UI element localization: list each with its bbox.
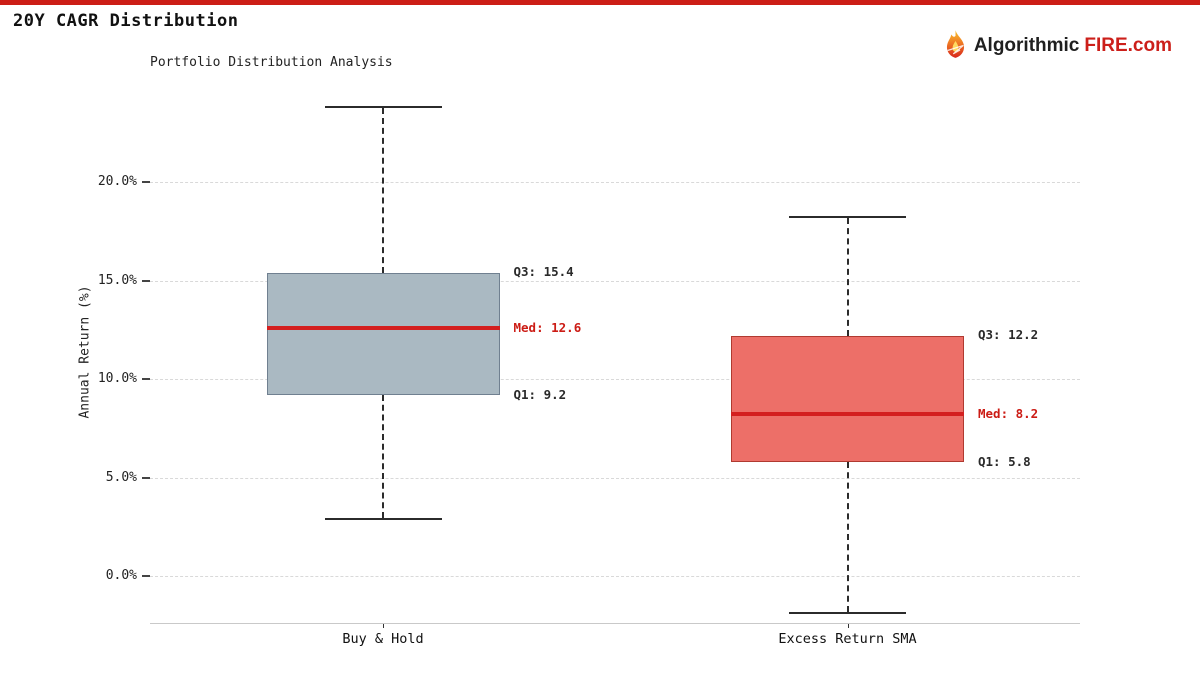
gridline bbox=[150, 182, 1080, 183]
whisker-cap-bottom bbox=[324, 517, 442, 520]
chart-title: Portfolio Distribution Analysis bbox=[150, 55, 393, 70]
iqr-box[interactable] bbox=[731, 335, 964, 462]
gridline bbox=[150, 477, 1080, 479]
page-title: 20Y CAGR Distribution bbox=[13, 11, 239, 31]
gridline bbox=[150, 379, 1080, 380]
x-tick-mark bbox=[383, 623, 384, 628]
whisker-line-top bbox=[846, 218, 849, 336]
y-tick-label: 5.0% bbox=[105, 469, 137, 485]
y-tick-label: 10.0% bbox=[97, 371, 137, 386]
category-label-excess-return-sma: Excess Return SMA bbox=[778, 631, 917, 647]
whisker-line-top bbox=[382, 108, 384, 273]
whisker-line-bottom bbox=[846, 461, 849, 613]
top-accent-bar bbox=[0, 0, 1200, 5]
brand-text-dark: Algorithmic bbox=[973, 35, 1080, 56]
y-tick-mark bbox=[142, 476, 150, 479]
x-tick-mark bbox=[847, 623, 849, 628]
median-annotation: Med: 12.6 bbox=[513, 319, 582, 335]
whisker-cap-top bbox=[324, 106, 442, 109]
y-tick-mark bbox=[142, 279, 150, 282]
median-annotation: Med: 8.2 bbox=[978, 406, 1039, 422]
brand-logo[interactable]: Algorithmic FIRE.com bbox=[942, 30, 1172, 62]
category-label-buy-and-hold: Buy & Hold bbox=[342, 631, 424, 647]
y-axis-title: Annual Return (%) bbox=[77, 285, 93, 419]
whisker-cap-bottom bbox=[789, 612, 906, 615]
whisker-cap-top bbox=[789, 216, 906, 219]
gridline bbox=[150, 576, 1080, 577]
q3-annotation: Q3: 12.2 bbox=[978, 326, 1039, 342]
y-tick-mark bbox=[142, 575, 150, 577]
y-tick-mark bbox=[142, 378, 150, 380]
q1-annotation: Q1: 9.2 bbox=[513, 386, 567, 402]
q1-annotation: Q1: 5.8 bbox=[978, 453, 1031, 469]
x-axis-line bbox=[150, 623, 1080, 624]
y-tick-label: 15.0% bbox=[97, 272, 137, 288]
fire-icon bbox=[946, 30, 964, 58]
median-line bbox=[266, 325, 500, 330]
y-tick-mark bbox=[142, 181, 150, 183]
gridline bbox=[150, 280, 1080, 282]
brand-text-red: FIRE.com bbox=[1084, 35, 1172, 56]
y-tick-label: 20.0% bbox=[97, 174, 137, 189]
y-tick-label: 0.0% bbox=[105, 568, 137, 583]
q3-annotation: Q3: 15.4 bbox=[513, 263, 574, 279]
whisker-line-bottom bbox=[382, 394, 384, 518]
iqr-box[interactable] bbox=[266, 272, 500, 395]
median-line bbox=[731, 412, 964, 417]
